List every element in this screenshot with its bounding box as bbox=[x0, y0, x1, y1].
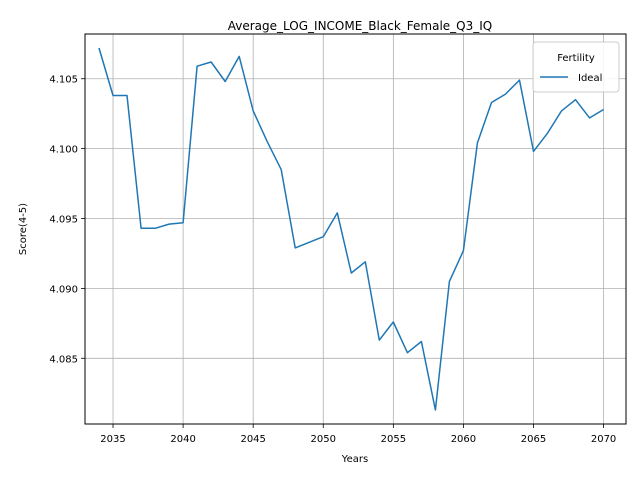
x-axis-ticks: 2035 2040 2045 2050 2055 2060 2065 2070 bbox=[100, 424, 616, 445]
series-line-ideal bbox=[98, 47, 604, 411]
y-tick-label: 4.100 bbox=[49, 145, 78, 156]
y-axis-ticks: 4.085 4.090 4.095 4.100 4.105 bbox=[49, 75, 85, 365]
x-tick-label: 2060 bbox=[451, 434, 476, 445]
x-tick-label: 2070 bbox=[591, 434, 616, 445]
y-tick-label: 4.105 bbox=[49, 75, 78, 86]
plot-frame bbox=[84, 33, 627, 425]
y-tick-label: 4.085 bbox=[49, 354, 78, 365]
legend-box bbox=[532, 41, 620, 93]
y-tick-label: 4.095 bbox=[49, 215, 78, 226]
y-tick-label: 4.090 bbox=[49, 284, 78, 295]
series-layer bbox=[98, 47, 604, 411]
x-tick-label: 2065 bbox=[521, 434, 546, 445]
x-tick-label: 2040 bbox=[170, 434, 195, 445]
x-axis-label: Years bbox=[341, 454, 368, 465]
x-tick-label: 2045 bbox=[240, 434, 265, 445]
x-tick-label: 2050 bbox=[311, 434, 336, 445]
legend: Fertility Ideal bbox=[532, 41, 620, 93]
chart-title: Average_LOG_INCOME_Black_Female_Q3_IQ bbox=[228, 19, 492, 33]
x-tick-label: 2035 bbox=[100, 434, 125, 445]
legend-title: Fertility bbox=[557, 53, 595, 64]
y-axis-label: Score(4-5) bbox=[18, 203, 29, 255]
legend-label-ideal: Ideal bbox=[578, 73, 602, 84]
x-tick-label: 2055 bbox=[381, 434, 406, 445]
